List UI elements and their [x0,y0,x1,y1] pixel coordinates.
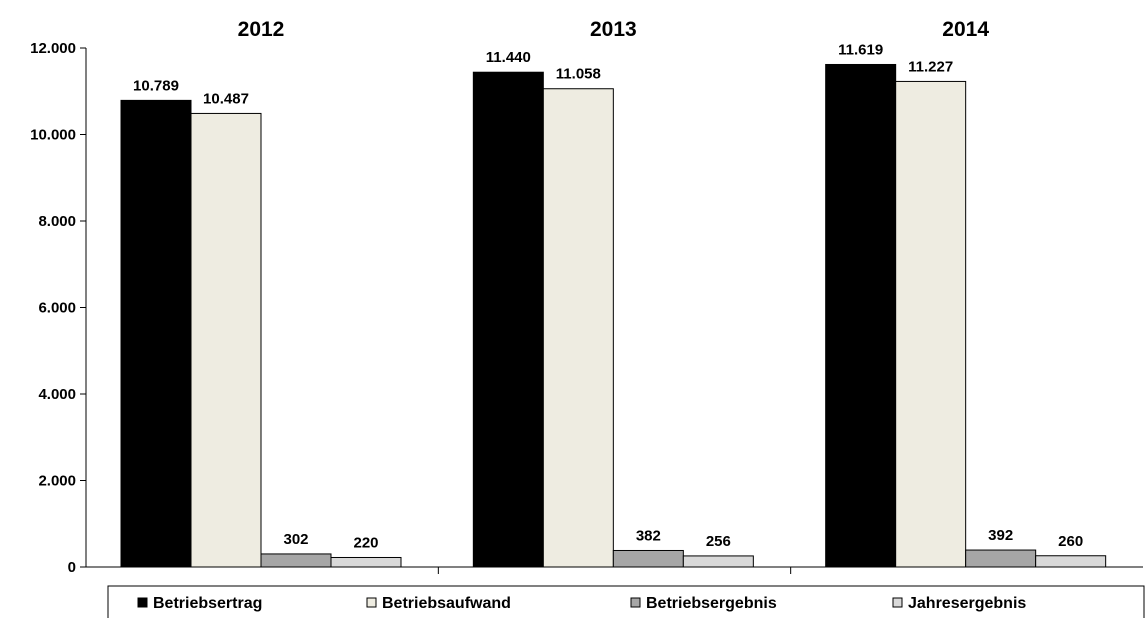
legend-item: Betriebsaufwand [367,595,511,612]
category-label: 2013 [590,18,637,41]
bar [613,550,683,567]
y-tick-label: 6.000 [38,300,76,317]
bar [191,113,261,567]
x-axis [86,567,1143,574]
data-label: 382 [636,527,661,544]
data-label: 11.058 [556,66,601,83]
bar [896,81,966,567]
bar [966,550,1036,567]
y-axis: 0 2.000 4.000 6.000 8.000 10.000 12.000 [30,40,86,576]
category-label: 2014 [942,18,989,41]
y-tick-label: 0 [68,559,76,576]
legend: Betriebsertrag Betriebsaufwand Betriebserg… [108,586,1144,618]
legend-swatch [138,598,147,607]
bar [1036,556,1106,567]
legend-label: Betriebsergebnis [646,595,777,612]
data-label: 260 [1058,533,1083,550]
legend-swatch [893,598,902,607]
legend-swatch [367,598,376,607]
legend-item: Betriebsertrag [138,595,262,612]
data-label: 392 [988,527,1013,544]
legend-swatch [631,598,640,607]
legend-label: Betriebsertrag [153,595,262,612]
data-label: 302 [283,531,308,548]
legend-item: Betriebsergebnis [631,595,777,612]
y-tick-label: 12.000 [30,40,76,57]
group-titles: 2012 2013 2014 [238,18,990,41]
data-label: 11.619 [838,41,883,58]
legend-item: Jahresergebnis [893,595,1026,612]
legend-label: Jahresergebnis [908,595,1026,612]
y-tick-label: 8.000 [38,213,76,230]
bar [121,100,191,567]
category-label: 2012 [238,18,285,41]
data-label: 11.440 [486,49,531,66]
bar [473,72,543,567]
legend-label: Betriebsaufwand [382,595,511,612]
data-label: 11.227 [908,58,953,75]
data-label: 10.789 [133,77,179,94]
bar [826,64,896,567]
bars [121,64,1106,567]
bar [543,89,613,567]
y-tick-label: 4.000 [38,386,76,403]
y-tick-label: 10.000 [30,127,76,144]
data-label: 256 [706,533,731,550]
bar [331,557,401,567]
data-label: 10.487 [203,90,249,107]
data-label: 220 [353,534,378,551]
bar [683,556,753,567]
y-tick-label: 2.000 [38,473,76,490]
bar [261,554,331,567]
